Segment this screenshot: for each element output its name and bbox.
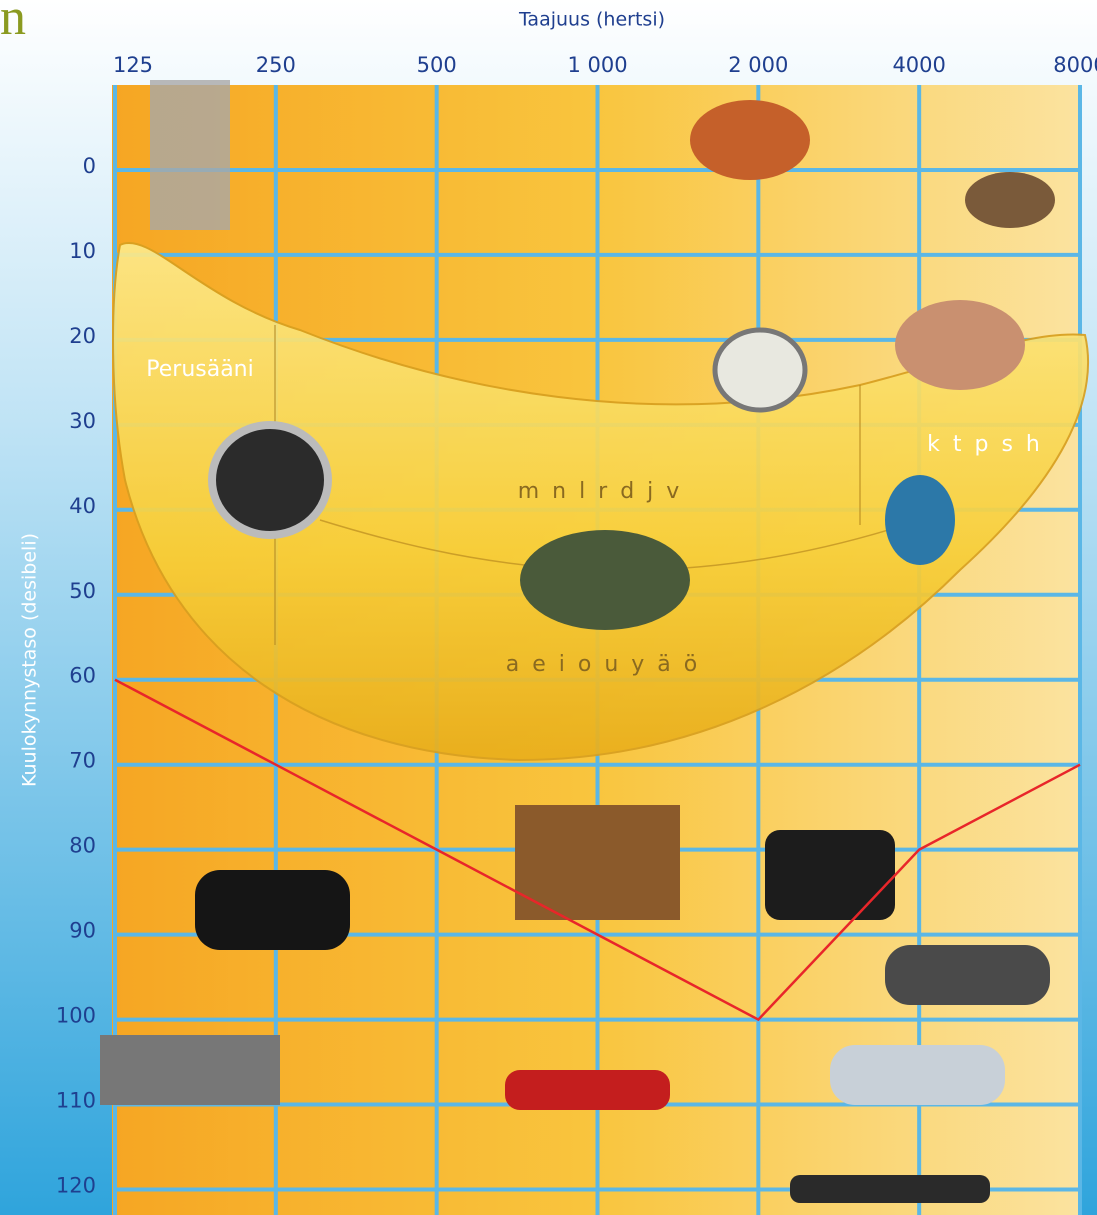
annotation: k t p s h — [927, 432, 1043, 457]
piano — [515, 805, 680, 920]
y-axis-title: Kuulokynnystaso (desibeli) — [19, 533, 41, 787]
x-tick-label: 500 — [417, 53, 457, 77]
leaf — [690, 100, 810, 180]
x-tick-label: 4000 — [892, 53, 945, 77]
y-tick-label: 40 — [69, 494, 96, 518]
x-tick-label: 1 000 — [567, 53, 627, 77]
bird — [965, 172, 1055, 228]
annotation: Perusääni — [146, 357, 254, 382]
annotation: a e i o u y ä ö — [506, 652, 700, 677]
x-axis-title: Taajuus (hertsi) — [518, 9, 665, 31]
truck — [100, 1035, 280, 1105]
y-tick-label: 0 — [83, 154, 96, 178]
helicopter — [885, 945, 1050, 1005]
y-tick-label: 110 — [56, 1089, 96, 1113]
x-tick-label: 250 — [256, 53, 296, 77]
car — [195, 870, 350, 950]
whispering-people — [895, 300, 1025, 390]
y-tick-label: 10 — [69, 239, 96, 263]
banana — [112, 242, 1089, 762]
x-tick-label: 125 — [113, 53, 153, 77]
y-tick-label: 20 — [69, 324, 96, 348]
train — [830, 1045, 1005, 1105]
y-tick-label: 100 — [56, 1004, 96, 1028]
threshold-line — [114, 678, 1081, 1022]
hair-dryer — [885, 475, 955, 565]
alarm-clock — [208, 421, 332, 539]
telephone — [765, 830, 895, 920]
y-tick-label: 30 — [69, 409, 96, 433]
y-tick-label: 80 — [69, 834, 96, 858]
y-tick-label: 90 — [69, 919, 96, 943]
y-tick-label: 50 — [69, 579, 96, 603]
dripping-tap — [150, 80, 230, 230]
y-tick-label: 70 — [69, 749, 96, 773]
annotation: m n l r d j v — [518, 479, 683, 504]
chainsaw — [505, 1070, 670, 1110]
y-tick-label: 60 — [69, 664, 96, 688]
y-tick-label: 120 — [56, 1174, 96, 1198]
pocket-watch — [712, 327, 808, 413]
airplane — [790, 1175, 990, 1203]
chart-title: n — [0, 0, 26, 46]
people-photo — [520, 530, 690, 630]
x-tick-label: 2 000 — [728, 53, 788, 77]
